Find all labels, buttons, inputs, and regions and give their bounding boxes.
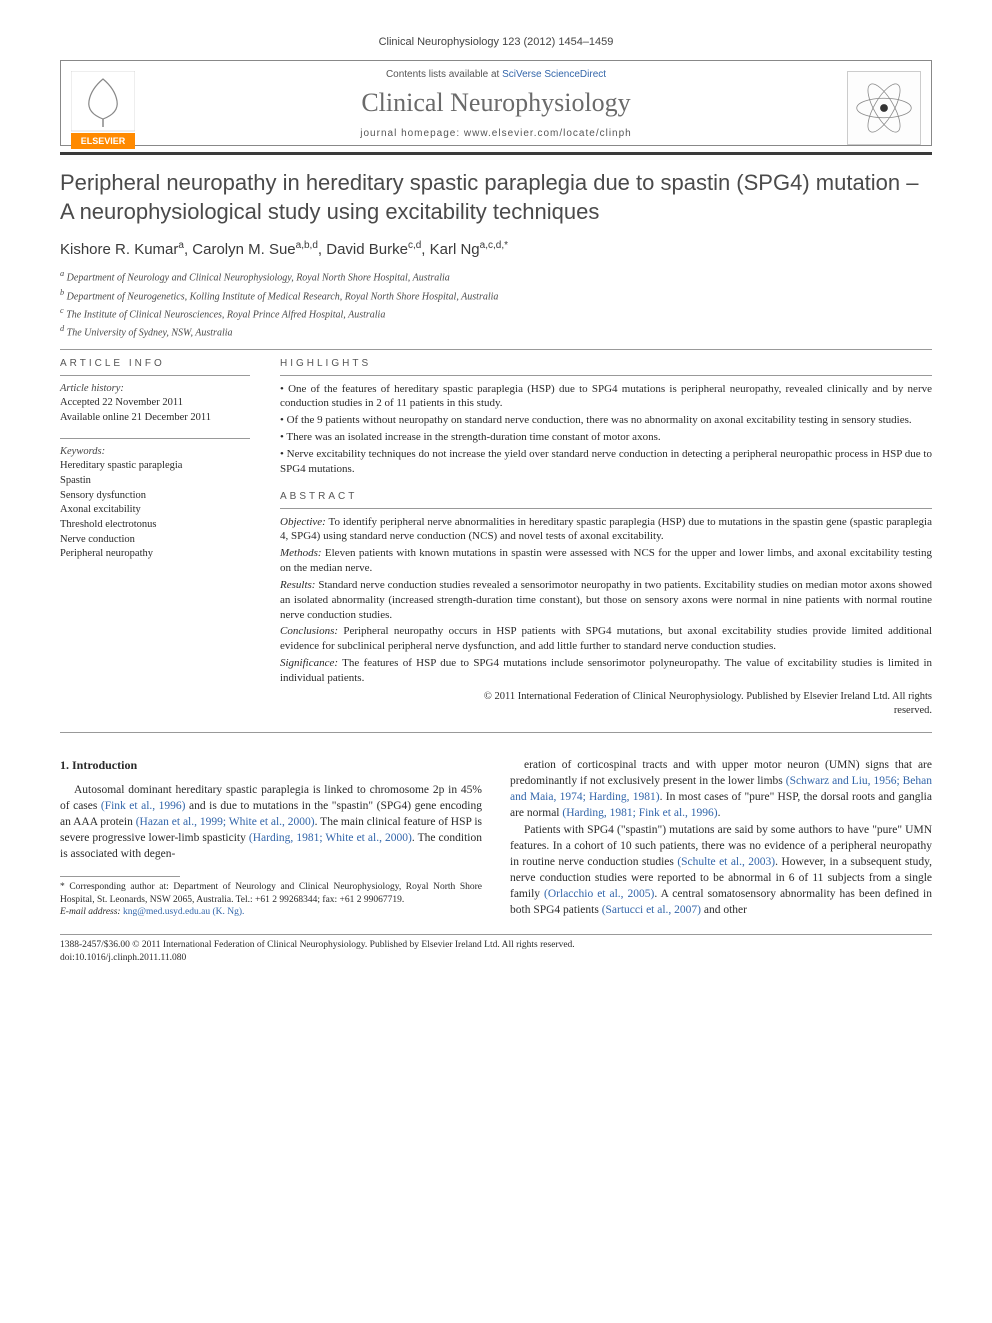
highlight-item: • One of the features of hereditary spas… [280,382,932,412]
abstract-segment: Significance: The features of HSP due to… [280,656,932,686]
journal-cover-icon [847,71,921,145]
journal-header: ELSEVIER Contents lists available at Sci… [60,60,932,146]
running-head: Clinical Neurophysiology 123 (2012) 1454… [60,36,932,48]
keyword: Threshold electrotonus [60,518,250,533]
footnote-rule [60,876,180,877]
abstract-segment: Objective: To identify peripheral nerve … [280,515,932,545]
body-text: 1. Introduction Autosomal dominant hered… [60,757,932,918]
paragraph: Autosomal dominant hereditary spastic pa… [60,782,482,862]
keyword: Hereditary spastic paraplegia [60,459,250,474]
author-list: Kishore R. Kumara, Carolyn M. Suea,b,d, … [60,240,932,258]
journal-name: Clinical Neurophysiology [61,88,931,118]
article-info-column: ARTICLE INFO Article history: Accepted 2… [60,358,250,719]
abstract-heading: ABSTRACT [280,491,932,502]
homepage-url[interactable]: www.elsevier.com/locate/clinph [464,128,632,139]
divider [60,732,932,733]
article-title: Peripheral neuropathy in hereditary spas… [60,169,932,226]
keyword: Sensory dysfunction [60,489,250,504]
email-link[interactable]: kng@med.usyd.edu.au (K. Ng). [123,907,244,917]
title-rule [60,152,932,155]
abstract-segment: Conclusions: Peripheral neuropathy occur… [280,624,932,654]
footer-rule [60,934,932,935]
affiliation-d: d The University of Sydney, NSW, Austral… [60,323,932,340]
journal-homepage: journal homepage: www.elsevier.com/locat… [61,128,931,139]
article-history: Article history: Accepted 22 November 20… [60,382,250,426]
elsevier-wordmark: ELSEVIER [81,136,126,146]
divider [60,349,932,350]
highlight-item: • There was an isolated increase in the … [280,430,932,445]
abstract-body: Objective: To identify peripheral nerve … [280,515,932,686]
elsevier-logo: ELSEVIER [71,71,135,149]
article-info-heading: ARTICLE INFO [60,358,250,369]
contents-line: Contents lists available at SciVerse Sci… [61,69,931,80]
keyword: Nerve conduction [60,533,250,548]
footer: 1388-2457/$36.00 © 2011 International Fe… [60,939,932,964]
sciencedirect-link[interactable]: SciVerse ScienceDirect [502,69,606,80]
body-column-right: eration of corticospinal tracts and with… [510,757,932,918]
affiliation-a: a Department of Neurology and Clinical N… [60,268,932,285]
affiliation-b: b Department of Neurogenetics, Kolling I… [60,287,932,304]
keyword: Spastin [60,474,250,489]
affiliation-c: c The Institute of Clinical Neuroscience… [60,305,932,322]
abstract-segment: Results: Standard nerve conduction studi… [280,578,932,623]
keywords-block: Keywords: Hereditary spastic paraplegiaS… [60,445,250,563]
paragraph: eration of corticospinal tracts and with… [510,757,932,821]
keyword: Axonal excitability [60,503,250,518]
highlights-list: • One of the features of hereditary spas… [280,382,932,477]
paragraph: Patients with SPG4 ("spastin") mutations… [510,822,932,919]
section-heading: 1. Introduction [60,757,482,774]
abstract-column: HIGHLIGHTS • One of the features of here… [280,358,932,719]
corresponding-author-footnote: * Corresponding author at: Department of… [60,881,482,918]
body-column-left: 1. Introduction Autosomal dominant hered… [60,757,482,918]
highlight-item: • Of the 9 patients without neuropathy o… [280,413,932,428]
abstract-segment: Methods: Eleven patients with known muta… [280,546,932,576]
copyright-line: © 2011 International Federation of Clini… [280,690,932,718]
affiliations: a Department of Neurology and Clinical N… [60,268,932,340]
highlights-heading: HIGHLIGHTS [280,358,932,369]
keyword: Peripheral neuropathy [60,547,250,562]
highlight-item: • Nerve excitability techniques do not i… [280,447,932,477]
